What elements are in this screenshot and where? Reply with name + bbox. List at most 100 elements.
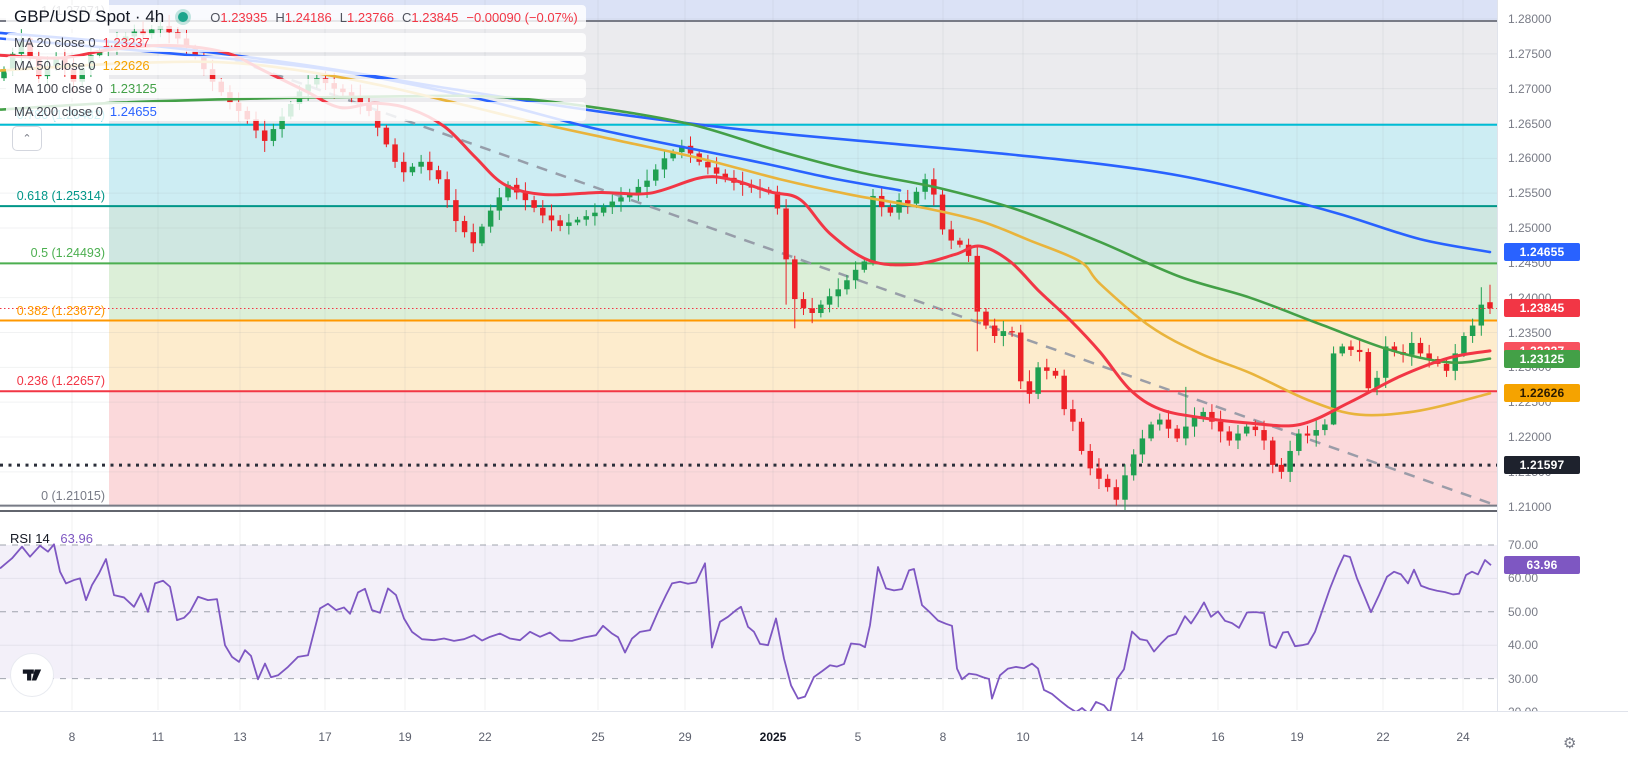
time-tick-29: 29 (678, 730, 692, 744)
candle-body (679, 145, 685, 153)
price-badge-1.24655[interactable]: 1.24655 (1504, 243, 1580, 262)
rsi-tick: 40.00 (1508, 638, 1539, 653)
price-tick: 1.25500 (1508, 186, 1552, 201)
ma-legend-row-3[interactable]: MA 200 close 0 1.24655 (6, 102, 586, 121)
candle-body (209, 69, 216, 82)
time-tick-16: 16 (1211, 730, 1225, 744)
price-tick: 1.27000 (1508, 81, 1552, 96)
candle-body (1009, 331, 1015, 333)
time-axis[interactable]: 8 11 13 17 19 22 25 29 2025 5 8 10 14 16 19 22 24 (0, 711, 1628, 759)
candle-body (835, 289, 841, 297)
price-axis[interactable]: 1.28000 1.27500 1.27000 1.26500 1.26000 1.255… (1497, 0, 1628, 719)
candle-body (166, 25, 172, 33)
ohlc-key: H (275, 9, 285, 25)
price-tick: 1.26500 (1508, 116, 1552, 131)
candle-body (1382, 346, 1389, 378)
candle-body (861, 261, 868, 270)
candle-body (600, 207, 607, 213)
ma-legend-row-1[interactable]: MA 50 close 0 1.22626 (6, 56, 586, 75)
candle-body (1374, 377, 1380, 389)
candle-body (722, 173, 729, 178)
candle-body (1365, 352, 1372, 389)
candle-body (1070, 409, 1076, 422)
price-badge-1.23845[interactable]: 1.23845 (1504, 299, 1580, 318)
ma-legend-row-0[interactable]: MA 20 close 0 1.23237 (6, 33, 586, 52)
candle-body (1487, 302, 1493, 309)
ma-value: 1.24655 (109, 104, 157, 119)
price-tick: 1.21000 (1508, 499, 1552, 514)
candle-body (261, 130, 268, 141)
rsi-legend[interactable]: RSI 14 63.96 (10, 531, 93, 546)
fib-label-6: 0 (1.21015) (41, 488, 105, 503)
candle-body (1235, 433, 1241, 441)
time-tick-13: 13 (233, 730, 247, 744)
candle-body (79, 68, 85, 82)
candle-body (991, 325, 998, 336)
candle-body (1165, 419, 1172, 429)
candle-body (1157, 419, 1163, 425)
candle-body (1478, 304, 1485, 326)
candle-body (1278, 464, 1285, 472)
ohlc-val: 1.24186 (284, 9, 332, 25)
ma-legend-row-2[interactable]: MA 100 close 0 1.23125 (6, 79, 586, 98)
rsi-tick: 60.00 (1508, 571, 1539, 586)
candle-body (635, 186, 642, 194)
axis-settings-gear-icon[interactable]: ⚙ (1563, 734, 1576, 752)
legend-collapse-button[interactable]: ⌃ (12, 126, 42, 151)
candle-body (1443, 363, 1450, 371)
candle-body (705, 161, 711, 168)
ma-label: MA 200 close 0 (14, 104, 103, 119)
candle-body (1017, 332, 1024, 382)
candle-body (1269, 440, 1276, 465)
trendline[interactable] (234, 58, 1491, 505)
candle-body (470, 232, 477, 244)
price-tick: 1.23500 (1508, 325, 1552, 340)
price-badge-1.23125[interactable]: 1.23125 (1504, 349, 1580, 368)
price-tick: 1.26000 (1508, 151, 1552, 166)
candle-body (1330, 353, 1337, 425)
candle-body (661, 158, 668, 170)
candle-body (392, 144, 398, 162)
candle-body (1139, 438, 1146, 455)
rsi-tick: 70.00 (1508, 538, 1539, 552)
candle-body (400, 161, 407, 173)
time-tick-22: 22 (1376, 730, 1390, 744)
candle-body (852, 269, 859, 281)
price-badge-1.21597[interactable]: 1.21597 (1504, 456, 1580, 475)
candle-body (1426, 353, 1432, 359)
symbol-legend-row[interactable]: GBP/USD Spot · 4h O1.23935 H1.24186 L1.237… (6, 5, 586, 29)
time-tick-19: 19 (1290, 730, 1304, 744)
candle-body (905, 200, 911, 204)
symbol-title: GBP/USD Spot · 4h (14, 7, 165, 26)
candle-body (1200, 411, 1206, 418)
ohlc-key: L (339, 9, 347, 25)
candle-body (1226, 431, 1233, 441)
rsi-value-badge[interactable]: 63.96 (1504, 556, 1580, 575)
time-tick-11: 11 (151, 730, 165, 744)
price-tick: 1.22000 (1508, 430, 1552, 445)
change-value: −0.00090 (−0.07%) (466, 9, 578, 25)
candle-body (1096, 468, 1102, 479)
ma-value: 1.23237 (102, 35, 150, 50)
fib-band-2 (109, 124, 1497, 207)
candle-body (270, 129, 277, 141)
candle-body (809, 308, 815, 314)
rsi-line[interactable] (0, 543, 1492, 711)
candle-body (644, 180, 650, 187)
candle-body (1217, 421, 1224, 432)
candle-body (522, 192, 529, 201)
tradingview-logo[interactable] (10, 653, 54, 697)
price-badge-1.22626[interactable]: 1.22626 (1504, 384, 1580, 403)
candle-body (913, 191, 920, 204)
candle-body (1322, 424, 1328, 431)
fib-band-5 (109, 320, 1497, 392)
candle-body (279, 116, 285, 130)
candle-body (1061, 375, 1067, 410)
ohlc-val: 1.23935 (220, 9, 268, 25)
candle-body (1287, 450, 1293, 472)
candle-body (1261, 430, 1267, 441)
time-tick-8: 8 (939, 730, 947, 744)
time-tick-8: 8 (68, 730, 76, 744)
candle-body (783, 208, 789, 260)
candle-body (479, 226, 485, 244)
